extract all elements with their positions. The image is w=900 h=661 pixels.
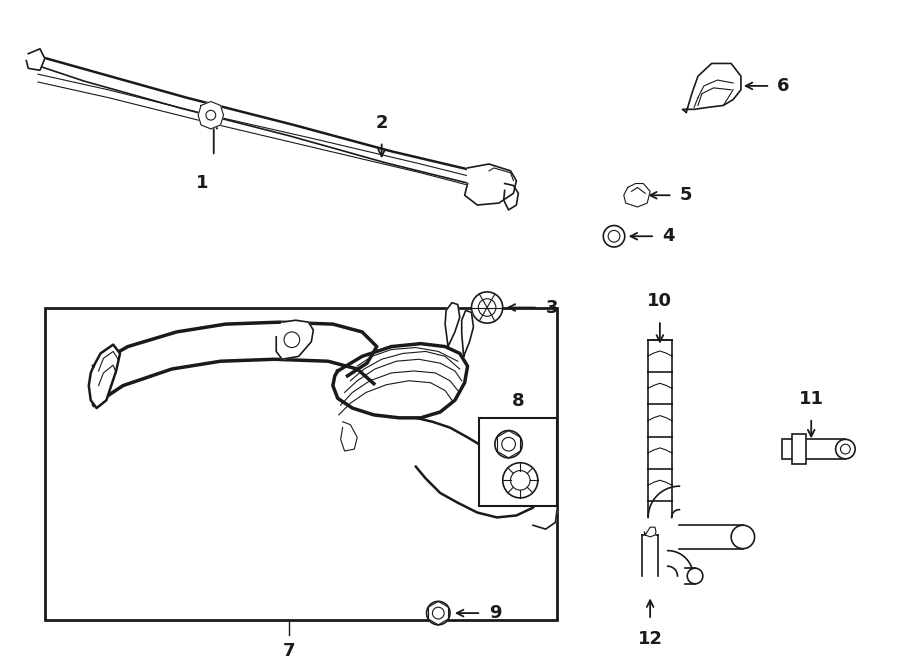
Polygon shape (533, 488, 557, 529)
Polygon shape (504, 184, 518, 210)
Circle shape (835, 440, 855, 459)
Polygon shape (624, 184, 650, 207)
Polygon shape (276, 320, 313, 360)
Circle shape (284, 332, 300, 348)
Bar (792, 434, 806, 464)
Polygon shape (38, 74, 507, 195)
Text: 3: 3 (545, 299, 558, 317)
Text: 7: 7 (283, 642, 295, 660)
Bar (782, 440, 845, 459)
Polygon shape (446, 303, 460, 346)
Circle shape (603, 225, 625, 247)
Text: 2: 2 (375, 114, 388, 132)
Bar (45, 307, 557, 620)
Polygon shape (682, 63, 741, 112)
Text: 12: 12 (637, 630, 662, 648)
Text: 10: 10 (647, 292, 672, 311)
Polygon shape (40, 57, 508, 193)
Circle shape (731, 525, 754, 549)
Circle shape (495, 430, 522, 458)
Polygon shape (644, 527, 656, 537)
Circle shape (503, 463, 538, 498)
Circle shape (472, 292, 503, 323)
Circle shape (427, 602, 450, 625)
Polygon shape (26, 49, 45, 70)
Bar (480, 418, 557, 506)
Polygon shape (89, 344, 120, 408)
Text: 1: 1 (196, 174, 208, 192)
Polygon shape (462, 311, 473, 356)
Polygon shape (464, 164, 517, 205)
Text: 8: 8 (512, 392, 525, 410)
Text: 6: 6 (777, 77, 789, 95)
Text: 11: 11 (798, 390, 824, 408)
Polygon shape (94, 322, 377, 405)
Text: 4: 4 (662, 227, 674, 245)
Text: 9: 9 (489, 604, 501, 622)
Text: 5: 5 (680, 186, 692, 204)
Circle shape (688, 568, 703, 584)
Polygon shape (198, 102, 223, 129)
Polygon shape (333, 344, 468, 418)
Polygon shape (416, 418, 545, 518)
Polygon shape (341, 422, 357, 451)
